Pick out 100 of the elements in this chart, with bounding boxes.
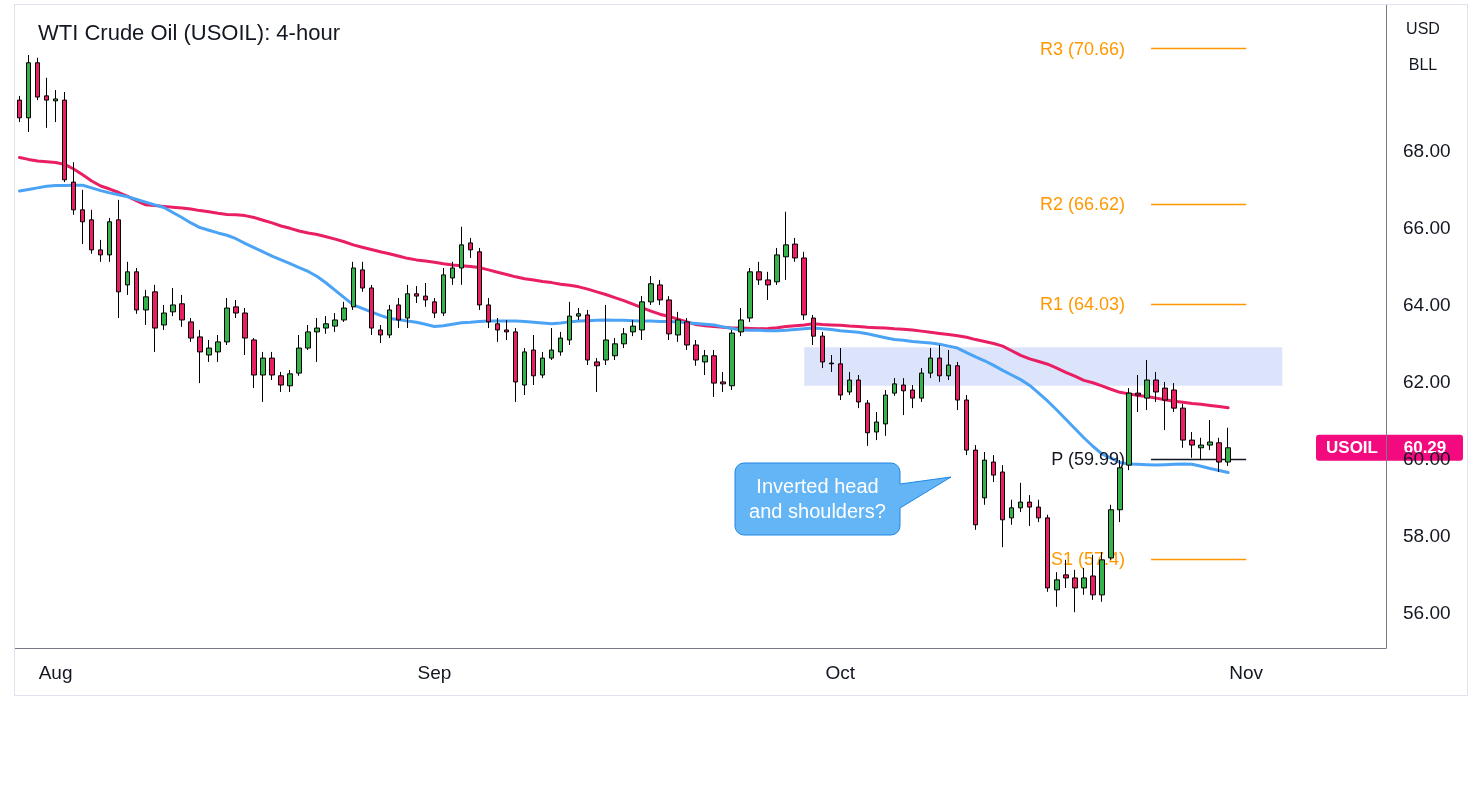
candlestick bbox=[675, 311, 681, 343]
candlestick bbox=[829, 354, 834, 373]
candlestick bbox=[468, 237, 473, 259]
candlestick bbox=[125, 261, 130, 296]
candlestick bbox=[206, 339, 212, 363]
candlestick bbox=[621, 327, 627, 349]
candlestick bbox=[89, 209, 94, 255]
candlestick bbox=[251, 337, 257, 389]
candlestick bbox=[612, 337, 618, 361]
candlestick bbox=[134, 267, 139, 315]
candlestick bbox=[892, 377, 897, 397]
candlestick bbox=[801, 251, 807, 321]
candlestick bbox=[838, 347, 843, 401]
candlestick bbox=[684, 317, 690, 351]
candlestick bbox=[305, 324, 311, 351]
candlestick bbox=[1207, 419, 1213, 451]
candlestick bbox=[711, 349, 717, 398]
candlestick bbox=[323, 315, 329, 335]
candlestick bbox=[901, 377, 906, 416]
candlestick bbox=[982, 451, 987, 506]
candlestick bbox=[937, 344, 942, 383]
y-tick-label: 56.00 bbox=[1403, 602, 1451, 624]
candlestick bbox=[314, 317, 320, 363]
candlestick bbox=[71, 161, 76, 216]
candlestick bbox=[955, 361, 960, 411]
candlestick bbox=[1144, 359, 1150, 411]
y-tick-label: 62.00 bbox=[1403, 371, 1451, 393]
candlestick bbox=[396, 297, 401, 329]
candlestick bbox=[666, 295, 672, 341]
candlestick bbox=[287, 369, 293, 393]
candlestick bbox=[116, 199, 121, 319]
y-tick-label: 58.00 bbox=[1403, 525, 1451, 547]
candlestick bbox=[1198, 437, 1204, 461]
candlestick bbox=[865, 399, 870, 447]
candlestick bbox=[378, 324, 383, 344]
candlestick bbox=[332, 312, 338, 333]
candlestick bbox=[1054, 571, 1060, 608]
candlestick bbox=[1081, 567, 1087, 596]
candlestick bbox=[973, 444, 978, 531]
candlestick bbox=[341, 301, 347, 323]
candlestick bbox=[531, 334, 536, 386]
candlestick bbox=[549, 327, 554, 361]
candlestick bbox=[1009, 499, 1014, 526]
candlestick bbox=[143, 289, 149, 326]
candlestick bbox=[702, 349, 708, 376]
candlestick bbox=[720, 371, 726, 393]
candlestick bbox=[296, 334, 302, 377]
candlestick bbox=[1189, 431, 1195, 459]
candlestick bbox=[369, 284, 374, 336]
candlestick bbox=[224, 297, 230, 346]
candlestick bbox=[847, 371, 852, 396]
candlestick bbox=[639, 295, 645, 341]
candlestick bbox=[17, 95, 22, 123]
candlestick bbox=[811, 314, 816, 346]
candlestick bbox=[278, 371, 284, 393]
candlestick bbox=[35, 57, 40, 101]
text: WTI Crude Oil (USOIL): 4-hour bbox=[38, 19, 340, 45]
candlestick bbox=[1000, 464, 1005, 548]
candlestick bbox=[215, 334, 221, 363]
candlestick bbox=[919, 367, 924, 403]
candlestick bbox=[387, 304, 392, 339]
text: USD bbox=[1406, 19, 1440, 37]
candlestick bbox=[477, 247, 482, 311]
candlestick bbox=[233, 299, 239, 319]
candlestick bbox=[504, 319, 509, 341]
line-series bbox=[18, 183, 1230, 474]
candlestick bbox=[928, 347, 933, 379]
x-tick-label: Aug bbox=[38, 662, 73, 683]
candlestick bbox=[1216, 437, 1222, 473]
candlestick bbox=[765, 271, 771, 301]
annotation: USOIL bbox=[1326, 438, 1378, 458]
candlestick bbox=[486, 297, 491, 329]
candlestick bbox=[558, 331, 563, 357]
candlestick bbox=[522, 347, 527, 396]
candlestick bbox=[657, 279, 663, 306]
candlestick bbox=[774, 247, 780, 286]
candlestick bbox=[883, 389, 888, 437]
candlestick bbox=[783, 211, 789, 281]
x-tick-label: Oct bbox=[825, 662, 856, 683]
candlestick bbox=[161, 304, 167, 331]
candlestick bbox=[1027, 494, 1032, 527]
candlestick bbox=[747, 267, 753, 323]
ref-line-label: R3 (70.66) bbox=[1039, 38, 1126, 59]
candlestick bbox=[242, 307, 248, 356]
candlestick bbox=[26, 54, 31, 133]
candlestick bbox=[351, 261, 356, 311]
candlestick bbox=[820, 331, 825, 369]
y-tick-label: 64.00 bbox=[1403, 294, 1451, 316]
candlestick bbox=[432, 297, 437, 319]
candlestick bbox=[1153, 371, 1159, 403]
candlestick bbox=[856, 374, 861, 409]
annotation: Inverted head and shoulders? bbox=[748, 474, 887, 524]
candlestick bbox=[1018, 482, 1023, 513]
candlestick bbox=[1225, 427, 1231, 467]
candlestick bbox=[630, 319, 636, 337]
ref-line-label: R1 (64.03) bbox=[1039, 293, 1126, 314]
candlestick bbox=[693, 339, 699, 367]
x-tick-label: Nov bbox=[1229, 662, 1264, 683]
candlestick bbox=[197, 329, 203, 384]
candlestick bbox=[1036, 499, 1041, 523]
